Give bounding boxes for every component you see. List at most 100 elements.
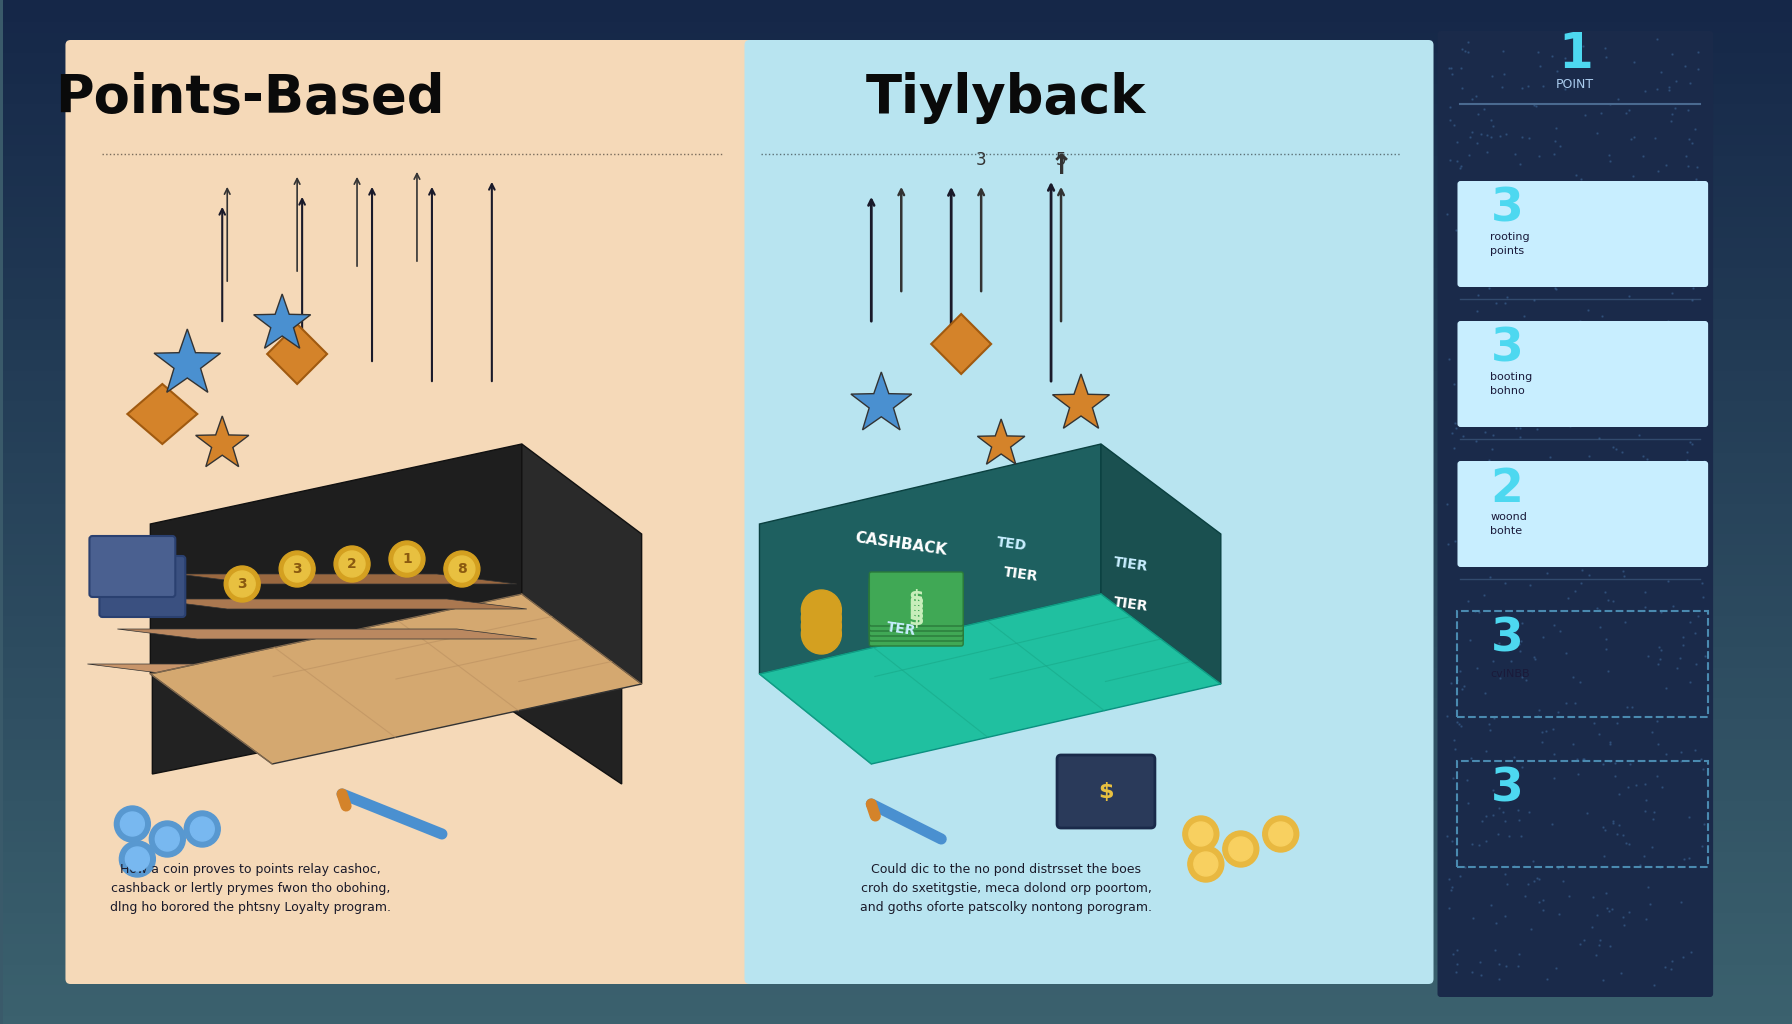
Bar (2, 0, 1792, 10)
Circle shape (1193, 852, 1219, 876)
Text: TIER: TIER (1113, 595, 1149, 613)
Text: $: $ (1098, 782, 1113, 802)
Text: 2: 2 (348, 557, 357, 571)
Text: 3: 3 (1491, 327, 1523, 372)
Circle shape (1263, 816, 1299, 852)
Polygon shape (147, 599, 527, 609)
Text: TER: TER (885, 620, 918, 638)
Bar (2, 471, 1792, 481)
Circle shape (185, 811, 220, 847)
Bar (2, 655, 1792, 666)
Bar (2, 635, 1792, 645)
Bar (2, 164, 1792, 174)
Text: 1: 1 (1557, 30, 1593, 78)
Bar (2, 205, 1792, 215)
Bar (2, 215, 1792, 225)
Circle shape (190, 817, 215, 841)
Bar (2, 983, 1792, 993)
Text: Tiylyback: Tiylyback (866, 72, 1147, 124)
Bar (2, 481, 1792, 492)
Circle shape (1183, 816, 1219, 852)
Circle shape (1269, 822, 1292, 846)
Bar (2, 72, 1792, 82)
Polygon shape (760, 594, 1220, 764)
Bar (2, 92, 1792, 102)
Bar (2, 532, 1792, 543)
Bar (2, 788, 1792, 799)
Bar (2, 133, 1792, 143)
Polygon shape (1052, 374, 1109, 428)
Bar (2, 748, 1792, 758)
Bar (2, 860, 1792, 870)
Circle shape (224, 566, 260, 602)
Bar (2, 737, 1792, 748)
Bar (2, 829, 1792, 840)
Polygon shape (932, 314, 991, 374)
Bar (2, 604, 1792, 614)
Text: TIER: TIER (1113, 555, 1149, 573)
Text: POINT: POINT (1555, 78, 1595, 90)
Circle shape (801, 598, 842, 638)
Bar (2, 113, 1792, 123)
Bar (2, 154, 1792, 164)
Polygon shape (521, 444, 642, 684)
Text: cvINBB: cvINBB (1491, 669, 1530, 679)
Bar (2, 840, 1792, 850)
Circle shape (125, 847, 149, 871)
Bar (2, 461, 1792, 471)
Text: $: $ (909, 589, 925, 609)
Bar (2, 297, 1792, 307)
Bar (2, 317, 1792, 328)
Bar (2, 911, 1792, 922)
Bar (2, 696, 1792, 707)
Circle shape (450, 556, 475, 582)
Bar (2, 563, 1792, 573)
Text: 2: 2 (1491, 467, 1523, 512)
Circle shape (389, 541, 425, 577)
Bar (2, 143, 1792, 154)
Bar (2, 543, 1792, 553)
Polygon shape (177, 574, 516, 584)
Circle shape (1222, 831, 1258, 867)
FancyBboxPatch shape (1437, 31, 1713, 997)
Circle shape (149, 821, 185, 857)
Bar (2, 573, 1792, 584)
Bar (2, 51, 1792, 61)
Bar (2, 768, 1792, 778)
Circle shape (115, 806, 151, 842)
Polygon shape (195, 416, 249, 467)
Bar (2, 10, 1792, 20)
Circle shape (339, 551, 366, 577)
FancyBboxPatch shape (869, 587, 962, 641)
Polygon shape (88, 664, 547, 674)
Polygon shape (760, 444, 1100, 674)
FancyBboxPatch shape (744, 40, 1434, 984)
Bar (2, 307, 1792, 317)
Bar (2, 799, 1792, 809)
Circle shape (801, 614, 842, 654)
Bar (2, 891, 1792, 901)
Text: How a coin proves to points relay cashoc,
cashback or lertly prymes fwon tho obo: How a coin proves to points relay cashoc… (109, 863, 391, 914)
Bar (2, 625, 1792, 635)
Text: TIER: TIER (1004, 564, 1039, 584)
Circle shape (444, 551, 480, 587)
FancyBboxPatch shape (1457, 181, 1708, 287)
Circle shape (229, 571, 254, 597)
Bar (2, 492, 1792, 502)
Bar (2, 174, 1792, 184)
Bar (2, 102, 1792, 113)
Bar (2, 819, 1792, 829)
Text: booting
bohno: booting bohno (1491, 373, 1532, 395)
Text: rooting
points: rooting points (1491, 232, 1530, 256)
Bar (2, 707, 1792, 717)
Bar (2, 993, 1792, 1004)
FancyBboxPatch shape (99, 556, 185, 617)
FancyBboxPatch shape (869, 572, 962, 626)
Text: CASHBACK: CASHBACK (855, 530, 948, 558)
Text: TED: TED (995, 535, 1027, 553)
Bar (2, 236, 1792, 246)
Bar (2, 666, 1792, 676)
Bar (2, 686, 1792, 696)
Polygon shape (267, 324, 328, 384)
Bar (2, 369, 1792, 379)
